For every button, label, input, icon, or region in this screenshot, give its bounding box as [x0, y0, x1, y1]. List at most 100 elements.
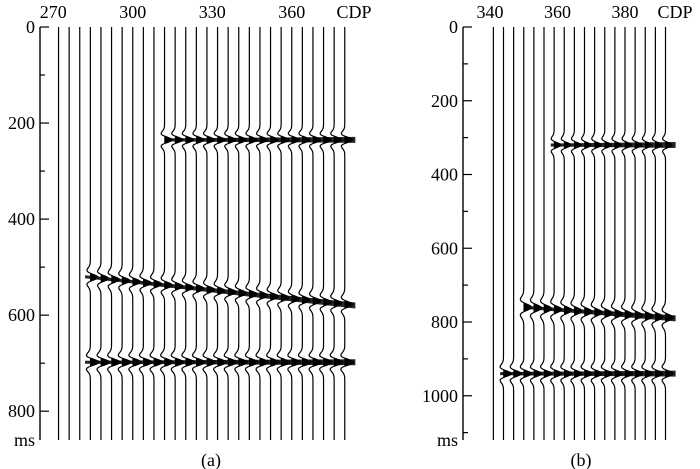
reflection-event — [85, 275, 356, 309]
x-unit-label: CDP — [336, 2, 371, 22]
x-tick-label: 360 — [544, 2, 571, 22]
trace-wiggle — [223, 27, 238, 440]
y-tick-label: 600 — [431, 238, 458, 258]
trace-wiggle — [529, 27, 543, 440]
reflection-event — [500, 370, 676, 377]
y-tick-label: 800 — [431, 312, 458, 332]
trace-wiggle — [170, 27, 185, 440]
trace-wiggle — [620, 27, 634, 440]
trace — [319, 27, 334, 440]
trace-wiggle — [128, 27, 143, 440]
trace — [266, 27, 281, 440]
trace — [529, 27, 543, 440]
trace-wiggle — [181, 27, 196, 440]
trace — [550, 27, 563, 440]
trace — [107, 27, 122, 440]
trace — [580, 27, 593, 440]
trace — [651, 27, 664, 440]
trace — [297, 27, 312, 440]
x-tick-label: 300 — [119, 2, 146, 22]
y-tick-label: 200 — [8, 113, 35, 133]
y-tick-label: 800 — [8, 401, 35, 421]
trace-wiggle — [550, 27, 563, 440]
trace-wiggle — [138, 27, 153, 440]
trace-wiggle — [610, 27, 624, 440]
trace — [539, 27, 553, 440]
trace-wiggle — [213, 27, 228, 440]
x-tick-label: 270 — [40, 2, 67, 22]
trace-wiggle — [202, 27, 217, 440]
y-tick-label: 1000 — [422, 386, 458, 406]
y-tick-label: 600 — [8, 305, 35, 325]
trace-wiggle — [539, 27, 553, 440]
trace-wiggle — [160, 27, 175, 440]
trace-wiggle — [580, 27, 593, 440]
trace-wiggle — [499, 27, 512, 440]
trace-wiggle — [519, 27, 533, 440]
trace — [149, 27, 164, 440]
trace — [96, 27, 111, 440]
trace — [610, 27, 624, 440]
trace-wiggle — [641, 27, 654, 440]
trace — [600, 27, 614, 440]
trace-wiggle — [661, 27, 674, 440]
y-tick-label: 0 — [449, 17, 458, 37]
trace — [181, 27, 196, 440]
trace — [255, 27, 270, 440]
y-tick-label: 400 — [8, 209, 35, 229]
y-tick-label: 400 — [431, 165, 458, 185]
trace — [223, 27, 238, 440]
trace-wiggle — [319, 27, 334, 440]
trace — [170, 27, 185, 440]
trace — [641, 27, 654, 440]
trace-wiggle — [631, 27, 644, 440]
trace-wiggle — [266, 27, 281, 440]
trace-wiggle — [117, 27, 132, 440]
trace-wiggle — [287, 27, 302, 440]
trace-wiggle — [329, 27, 344, 440]
panel-a: 0 200 400 600 800 ms 270 300 330 360 CDP (a) — [8, 2, 372, 469]
reflection-event — [523, 305, 676, 322]
trace — [213, 27, 228, 440]
trace-wiggle — [590, 27, 603, 440]
trace — [202, 27, 217, 440]
trace-wiggle — [340, 27, 355, 440]
y-unit-label: ms — [437, 430, 458, 450]
trace — [620, 27, 634, 440]
trace — [499, 27, 512, 440]
trace — [570, 27, 583, 440]
panel-label: (b) — [571, 450, 592, 469]
trace-wiggle — [276, 27, 291, 440]
trace-wiggle — [600, 27, 614, 440]
trace-wiggle — [255, 27, 270, 440]
trace — [138, 27, 153, 440]
trace — [631, 27, 644, 440]
trace — [340, 27, 355, 440]
trace — [560, 27, 573, 440]
x-tick-label: 340 — [477, 2, 504, 22]
trace — [191, 27, 206, 440]
trace-wiggle — [297, 27, 312, 440]
trace — [244, 27, 259, 440]
trace-wiggle — [308, 27, 323, 440]
x-tick-label: 330 — [199, 2, 226, 22]
trace — [661, 27, 674, 440]
trace-wiggle — [651, 27, 664, 440]
y-unit-label: ms — [14, 430, 35, 450]
reflection-event — [164, 136, 356, 143]
trace — [128, 27, 143, 440]
x-tick-label: 360 — [278, 2, 305, 22]
trace-wiggle — [560, 27, 573, 440]
trace-wiggle — [509, 27, 522, 440]
trace-wiggle — [234, 27, 249, 440]
trace — [519, 27, 533, 440]
trace-wiggle — [244, 27, 259, 440]
reflection-event — [550, 142, 676, 148]
trace — [160, 27, 175, 440]
y-tick-label: 0 — [26, 17, 35, 37]
trace-wiggle — [570, 27, 583, 440]
trace-wiggle — [85, 27, 100, 440]
trace-wiggle — [191, 27, 206, 440]
trace — [287, 27, 302, 440]
